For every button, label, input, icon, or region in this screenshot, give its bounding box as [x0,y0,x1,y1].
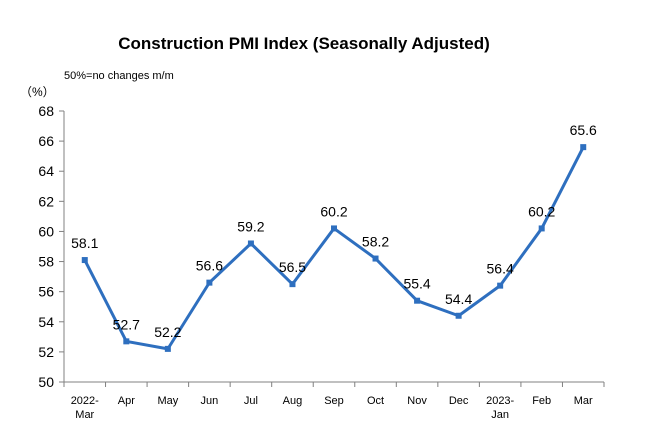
x-axis-ticks: 2022- Mar Apr May Jun Jul Aug Sep Oct Nov Dec 2023-… [63,382,605,421]
x-tick-label-line: 2023- [486,395,514,407]
y-tick-label: 62 [38,193,54,209]
x-tick-label-line: Aug [283,395,303,407]
data-point [497,282,504,289]
x-tick-label: Sep [324,395,344,407]
x-tick-label: Dec [449,395,469,407]
x-tick-label-line: Mar [574,395,593,407]
x-tick-label: 2023- Jan [486,395,514,421]
x-tick-label-line: Apr [118,395,135,407]
x-tick-label: Feb [532,395,551,407]
x-tick-label: May [157,395,178,407]
data-point [372,255,379,262]
data-point [247,240,254,247]
series-group [81,144,587,352]
data-label: 52.2 [154,324,181,340]
x-tick-label-line: Nov [407,395,427,407]
data-label: 58.2 [362,234,389,250]
axes [63,111,604,383]
data-point [289,281,296,288]
data-label: 55.4 [403,276,430,292]
data-label: 56.6 [196,258,223,274]
x-tick-label: Apr [118,395,135,407]
y-tick-label: 64 [38,163,54,179]
x-tick-label: Jun [201,395,219,407]
y-axis-unit: （%） [20,85,55,99]
data-label: 65.6 [570,122,597,138]
data-point [164,345,171,352]
x-tick-label-line: Mar [75,409,94,421]
x-tick-label: 2022- Mar [71,395,99,421]
x-tick-label: Mar [574,395,593,407]
data-label: 59.2 [237,218,264,234]
y-tick-label: 66 [38,133,54,149]
x-tick-label: Oct [367,395,384,407]
x-tick-label-line: May [157,395,178,407]
chart-title: Construction PMI Index (Seasonally Adjus… [118,34,490,53]
y-tick-label: 68 [38,103,54,119]
x-tick-label-line: Oct [367,395,384,407]
data-label: 56.4 [487,261,514,277]
data-label: 56.5 [279,259,306,275]
x-tick-label-line: 2022- [71,395,99,407]
chart-note: 50%=no changes m/m [64,70,174,82]
x-tick-label-line: Jun [201,395,219,407]
y-tick-label: 50 [38,374,54,390]
x-tick-label-line: Dec [449,395,469,407]
y-axis-ticks: 50 52 54 56 58 60 62 64 66 68 [38,103,64,390]
x-tick-label: Nov [407,395,427,407]
y-tick-label: 52 [38,344,54,360]
data-labels: 58.1 52.7 52.2 56.6 59.2 56.5 60.2 58.2 55.4 54.4… [71,122,597,340]
data-label: 58.1 [71,235,98,251]
data-label: 52.7 [113,316,140,332]
y-tick-label: 58 [38,254,54,270]
x-tick-label-line: Sep [324,395,344,407]
data-point [331,225,337,232]
data-point [455,312,462,319]
x-tick-label-line: Jan [491,409,509,421]
x-tick-label: Jul [244,395,258,407]
y-tick-label: 56 [38,284,54,300]
x-tick-label: Aug [283,395,303,407]
data-label: 60.2 [320,203,347,219]
data-label: 54.4 [445,291,472,307]
data-point [123,338,130,345]
data-point [414,297,421,304]
y-tick-label: 60 [38,223,54,239]
data-point [206,279,213,286]
x-tick-label-line: Feb [532,395,551,407]
y-tick-label: 54 [38,314,54,330]
data-point [81,257,88,264]
data-point [538,225,545,232]
series-line [83,146,585,351]
data-point [580,144,587,151]
data-label: 60.2 [528,203,555,219]
x-tick-label-line: Jul [244,395,258,407]
